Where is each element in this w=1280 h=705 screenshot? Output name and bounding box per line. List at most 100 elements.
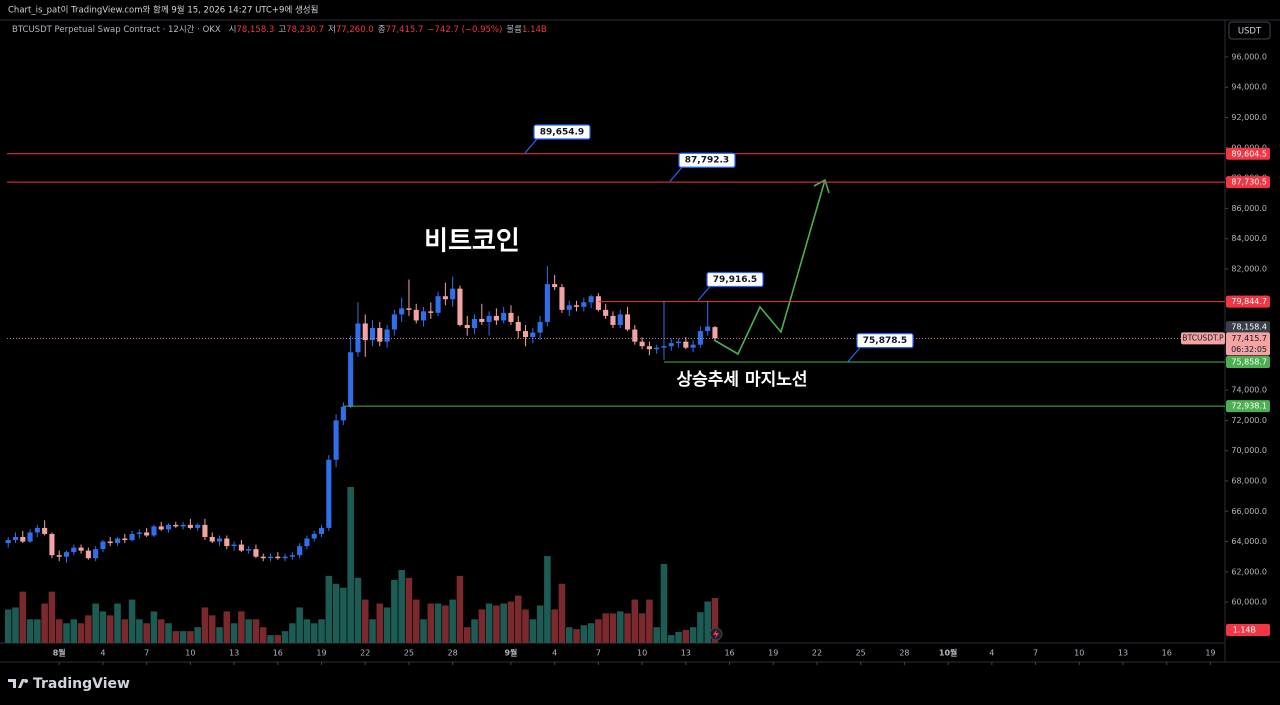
candle-body: [348, 352, 354, 407]
x-tick-label: 10월: [939, 648, 958, 658]
candle-body: [544, 284, 550, 322]
candle-body: [442, 296, 448, 300]
candle-body: [515, 321, 521, 332]
legend-volume-key: 볼륨: [506, 24, 522, 35]
callout-label: 87,792.3: [685, 156, 729, 166]
currency-button[interactable]: [1228, 21, 1271, 40]
x-tick-label: 13: [229, 649, 239, 658]
volume-bar: [114, 603, 121, 643]
currency-label[interactable]: USDT: [1238, 27, 1262, 37]
volume-bar: [361, 599, 369, 643]
candle-body: [275, 556, 281, 559]
volume-bar: [449, 599, 456, 643]
volume-bar: [19, 591, 27, 643]
legend-key: 고: [278, 25, 286, 35]
candle-body: [85, 550, 91, 559]
legend-value: 77,260.0: [336, 25, 374, 35]
callout-box: [678, 152, 736, 168]
candle-body: [129, 533, 135, 541]
symbol-label: BTCUSDT.P: [1182, 333, 1224, 342]
candle-body: [136, 532, 142, 534]
volume-bar: [471, 619, 478, 643]
legend-value: 78,230.7: [286, 25, 324, 35]
volume-bar: [434, 603, 442, 643]
candle-body: [56, 555, 62, 557]
volume-bar: [573, 629, 580, 643]
level-label: 75,858.7: [1231, 357, 1267, 366]
y-tick-label: 82,000.0: [1231, 264, 1267, 273]
x-tick-label: 19: [316, 649, 326, 658]
volume-bar: [187, 631, 194, 643]
x-tick-label: 10: [185, 649, 195, 658]
volume-bar: [565, 627, 573, 643]
volume-bar: [544, 556, 551, 643]
projection-arrowhead: [813, 178, 830, 194]
y-tick-label: 64,000.0: [1231, 537, 1267, 546]
candle-body: [107, 541, 113, 544]
volume-bar: [369, 619, 376, 643]
volume-bar: [595, 619, 602, 643]
callout-box: [856, 333, 914, 349]
volume-bar: [646, 599, 653, 643]
legend-volume: 1.14B: [522, 25, 547, 35]
volume-bar: [201, 607, 209, 643]
callout-box: [706, 271, 764, 288]
volume-bar: [536, 605, 544, 643]
volume-bar: [711, 597, 719, 643]
candle-body: [522, 331, 529, 338]
candle-body: [12, 536, 19, 541]
volume-bar: [194, 627, 201, 643]
candle-body: [610, 315, 616, 325]
candle-body: [180, 524, 186, 527]
candle-body: [420, 311, 427, 321]
candle-body: [326, 459, 332, 528]
candle-body: [559, 287, 565, 310]
volume-bar: [522, 609, 529, 643]
candle-body: [369, 328, 376, 341]
candle-body: [413, 309, 419, 321]
level-label-box: [1226, 147, 1270, 160]
volume-bar: [216, 627, 223, 643]
y-tick-label: 66,000.0: [1231, 507, 1267, 516]
volume-bar: [34, 619, 41, 643]
candle-body: [355, 323, 361, 353]
candle-body: [581, 302, 587, 307]
y-tick-label: 96,000.0: [1231, 52, 1267, 61]
candle-body: [705, 326, 711, 332]
level-label-box: [1226, 400, 1270, 413]
callout-pointer: [697, 286, 711, 301]
volume-bar: [143, 623, 150, 643]
volume-bar: [456, 575, 464, 643]
annotation: 비트코인: [424, 227, 520, 257]
volume-bar: [208, 615, 216, 643]
legend-key: 종: [378, 25, 386, 35]
candle-body: [71, 547, 77, 553]
y-tick-label: 92,000.0: [1231, 113, 1267, 122]
volume-bar: [128, 599, 136, 643]
candle-body: [318, 527, 325, 534]
volume-bar: [616, 611, 624, 643]
volume-bar: [136, 619, 143, 643]
candle-body: [384, 329, 390, 342]
candle-body: [595, 296, 601, 310]
candle-body: [552, 284, 558, 288]
x-tick-label: 22: [812, 649, 822, 658]
brand-name: TradingView: [33, 676, 130, 692]
marker-price-box: [1226, 321, 1270, 334]
volume-bar: [507, 601, 515, 643]
candle-body: [260, 556, 266, 559]
volume-bar: [223, 611, 231, 643]
volume-bar: [92, 603, 99, 643]
candle-body: [144, 532, 150, 536]
tradingview-logo[interactable]: TradingView: [8, 676, 130, 692]
candle-body: [668, 343, 674, 347]
callout-label: 79,916.5: [713, 275, 757, 285]
volume-bar: [689, 627, 697, 643]
candle-body: [151, 526, 157, 536]
volume-bar: [281, 631, 289, 643]
candle-body: [530, 332, 536, 338]
volume-bar: [289, 623, 296, 643]
level-label-box: [1226, 176, 1270, 189]
